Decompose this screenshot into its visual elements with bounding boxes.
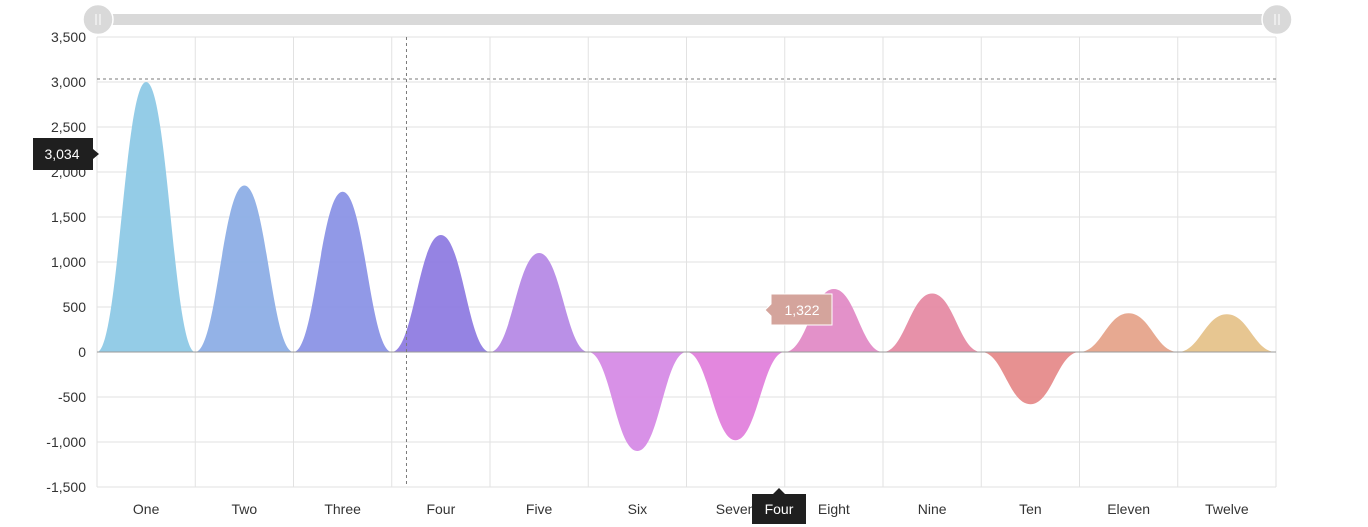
tooltip-text: 1,322 [784,302,819,318]
crosshair-y-label: 3,034 [33,138,99,170]
crosshair: 3,034 Four [33,37,1276,524]
y-tick-label: 3,500 [51,29,86,45]
y-tick-label: 2,500 [51,119,86,135]
area-eleven [1079,313,1178,352]
x-tick-label: Seven [716,501,756,517]
y-tick-label: -1,000 [46,434,86,450]
crosshair-y-label-text: 3,034 [44,146,79,162]
scrollbar-start-grip-circle[interactable] [82,3,114,36]
x-tick-label: Eleven [1107,501,1150,517]
crosshair-x-label-box [752,488,806,524]
x-axis-labels: One Two Three Four Five Six Seven Eight Nine Ten E… [133,501,1249,517]
area-ten [981,352,1080,405]
area-three [293,191,392,352]
y-tick-label: 1,000 [51,254,86,270]
area-four [391,235,490,352]
crosshair-x-label: Four [752,488,806,524]
x-tick-label: Ten [1019,501,1042,517]
scrollbar-end-grip[interactable] [1261,3,1293,36]
tooltip-box [764,293,833,326]
x-tick-label: Four [426,501,455,517]
grid [96,36,1277,488]
x-tick-label: Five [526,501,553,517]
crosshair-y-label-box [33,138,99,170]
area-nine [883,293,982,352]
scrollbar-track[interactable] [98,14,1277,25]
area-twelve [1177,314,1276,352]
x-tick-label: Twelve [1205,501,1249,517]
x-tick-label: One [133,501,160,517]
y-tick-label: 3,000 [51,74,86,90]
scrollbar[interactable] [82,3,1293,36]
y-tick-label: -500 [58,389,86,405]
tooltip: 1,322 [764,293,833,326]
y-tick-label: 1,500 [51,209,86,225]
y-tick-label: -1,500 [46,479,86,495]
tooltips: 1,322 [764,293,833,326]
area-seven [686,352,785,441]
x-tick-label: Eight [818,501,850,517]
scrollbar-end-grip-circle[interactable] [1261,3,1293,36]
series-areas [97,82,1276,451]
area-eight [784,289,883,352]
scrollbar-start-grip[interactable] [82,3,114,36]
y-tick-label: 500 [63,299,87,315]
x-tick-label: Six [628,501,647,517]
x-tick-label: Nine [918,501,947,517]
crosshair-x-label-text: Four [765,501,794,517]
area-six [588,352,687,451]
area-one [97,82,196,352]
y-tick-label: 0 [78,344,86,360]
area-five [490,253,589,352]
x-tick-label: Three [324,501,361,517]
x-tick-label: Two [232,501,258,517]
y-axis-labels: 3,5003,0002,5002,0001,5001,0005000-500-1… [46,29,86,495]
area-two [195,185,294,352]
